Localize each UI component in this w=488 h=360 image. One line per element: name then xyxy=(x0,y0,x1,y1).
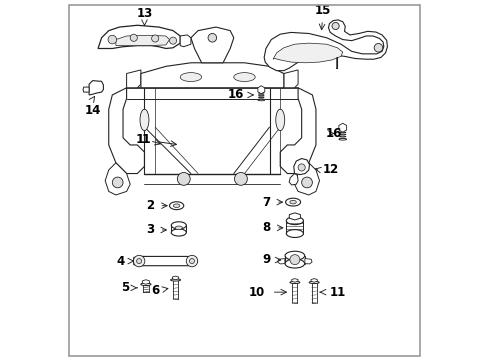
Ellipse shape xyxy=(140,109,149,131)
Polygon shape xyxy=(338,123,346,132)
Polygon shape xyxy=(283,70,298,88)
Text: 6: 6 xyxy=(151,284,159,297)
Ellipse shape xyxy=(338,139,346,140)
Polygon shape xyxy=(304,258,311,264)
Text: 4: 4 xyxy=(116,255,124,267)
Polygon shape xyxy=(277,258,285,264)
Circle shape xyxy=(207,33,216,42)
Ellipse shape xyxy=(308,281,319,284)
Ellipse shape xyxy=(258,92,264,93)
Ellipse shape xyxy=(289,200,296,204)
Circle shape xyxy=(331,22,339,30)
Polygon shape xyxy=(142,280,149,284)
Ellipse shape xyxy=(141,283,151,285)
Text: 14: 14 xyxy=(84,104,101,117)
Ellipse shape xyxy=(175,226,182,230)
Polygon shape xyxy=(105,163,130,195)
Ellipse shape xyxy=(285,217,303,225)
Circle shape xyxy=(186,255,197,267)
Polygon shape xyxy=(180,35,190,47)
Text: 2: 2 xyxy=(146,199,154,212)
Text: 3: 3 xyxy=(146,224,154,237)
Text: 12: 12 xyxy=(323,163,339,176)
Polygon shape xyxy=(126,70,141,88)
Ellipse shape xyxy=(257,99,264,101)
Polygon shape xyxy=(172,276,178,280)
Ellipse shape xyxy=(339,138,345,139)
Text: 13: 13 xyxy=(136,7,152,20)
Ellipse shape xyxy=(285,230,303,238)
Ellipse shape xyxy=(289,281,299,284)
Polygon shape xyxy=(288,174,298,185)
Polygon shape xyxy=(291,279,297,282)
Circle shape xyxy=(189,258,194,264)
Text: 1: 1 xyxy=(142,133,150,146)
Text: 10: 10 xyxy=(248,285,264,299)
Polygon shape xyxy=(280,88,315,174)
Polygon shape xyxy=(294,163,319,195)
Polygon shape xyxy=(108,88,144,174)
Ellipse shape xyxy=(170,279,180,281)
Ellipse shape xyxy=(180,73,201,82)
Circle shape xyxy=(108,35,116,44)
Circle shape xyxy=(298,164,305,171)
Circle shape xyxy=(301,177,312,188)
Circle shape xyxy=(289,255,299,265)
Ellipse shape xyxy=(285,198,300,206)
Ellipse shape xyxy=(233,73,255,82)
Polygon shape xyxy=(289,213,300,220)
Text: 11: 11 xyxy=(329,285,345,299)
Circle shape xyxy=(112,177,123,188)
Ellipse shape xyxy=(339,132,345,133)
Circle shape xyxy=(177,172,190,185)
Text: 15: 15 xyxy=(314,4,330,17)
Circle shape xyxy=(136,258,142,264)
Polygon shape xyxy=(190,27,233,63)
Text: 7: 7 xyxy=(262,195,270,208)
Text: 8: 8 xyxy=(262,221,270,234)
Text: 9: 9 xyxy=(262,253,270,266)
Polygon shape xyxy=(98,25,180,49)
Polygon shape xyxy=(310,279,317,282)
Ellipse shape xyxy=(339,136,345,137)
Ellipse shape xyxy=(275,109,284,131)
Polygon shape xyxy=(293,158,309,175)
Polygon shape xyxy=(134,256,197,266)
Circle shape xyxy=(373,44,382,52)
Polygon shape xyxy=(264,20,386,71)
Ellipse shape xyxy=(285,251,304,260)
Circle shape xyxy=(169,37,176,44)
Circle shape xyxy=(133,255,144,267)
Ellipse shape xyxy=(285,259,304,268)
Text: 1: 1 xyxy=(136,133,144,146)
Polygon shape xyxy=(257,86,264,94)
Ellipse shape xyxy=(339,134,345,135)
Ellipse shape xyxy=(173,204,180,207)
Circle shape xyxy=(234,172,247,185)
Ellipse shape xyxy=(339,130,345,131)
Circle shape xyxy=(151,35,159,42)
Polygon shape xyxy=(141,63,283,88)
Circle shape xyxy=(130,34,137,41)
Polygon shape xyxy=(272,43,342,63)
Ellipse shape xyxy=(171,222,186,229)
Text: 5: 5 xyxy=(121,282,129,294)
Text: 16: 16 xyxy=(325,127,342,140)
Polygon shape xyxy=(116,35,169,46)
Ellipse shape xyxy=(169,202,183,210)
Text: 16: 16 xyxy=(227,89,244,102)
Ellipse shape xyxy=(258,97,264,98)
Ellipse shape xyxy=(258,95,264,96)
Ellipse shape xyxy=(258,99,264,100)
Polygon shape xyxy=(83,87,89,92)
Ellipse shape xyxy=(171,229,186,236)
Polygon shape xyxy=(89,81,103,95)
